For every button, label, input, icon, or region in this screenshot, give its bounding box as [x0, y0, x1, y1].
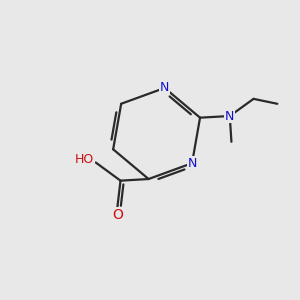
- Text: HO: HO: [75, 153, 94, 167]
- Text: O: O: [112, 208, 123, 222]
- Text: N: N: [187, 157, 197, 170]
- Text: N: N: [225, 110, 235, 122]
- Text: N: N: [160, 82, 169, 94]
